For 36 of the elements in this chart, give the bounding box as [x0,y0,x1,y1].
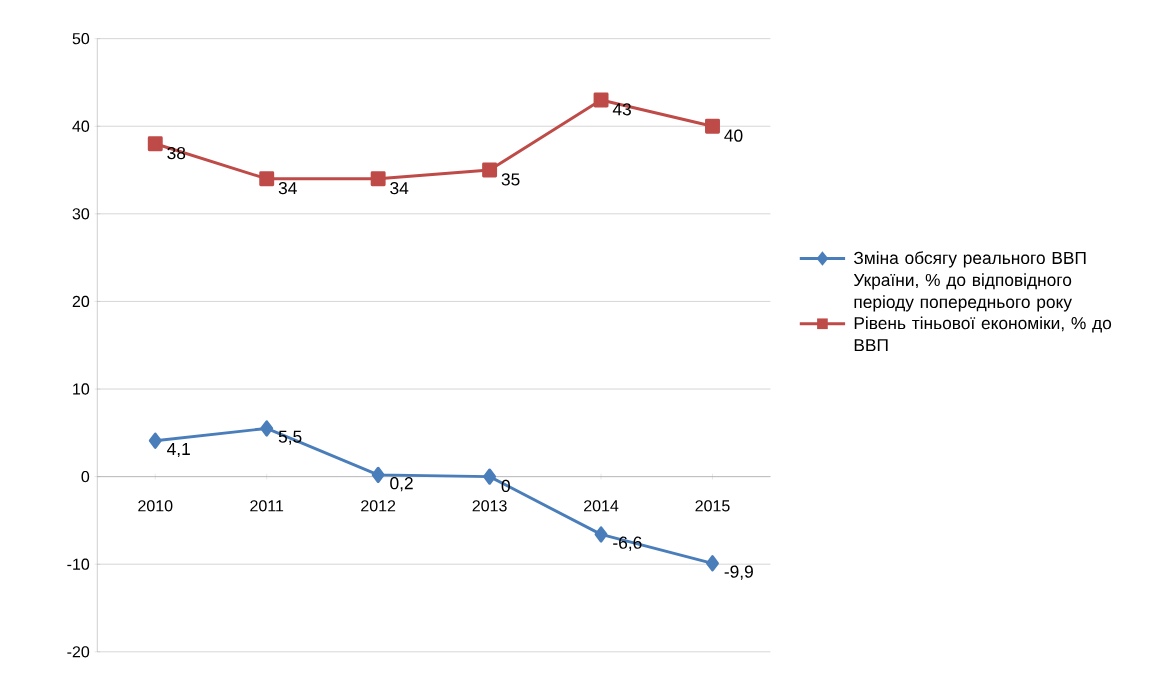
y-tick-label: -20 [67,646,90,658]
point [147,136,163,152]
point [148,432,162,449]
x-tick-label: 2015 [695,500,730,512]
x-tick-label: 2014 [584,500,619,512]
x-tick-label: 2012 [361,500,396,512]
data-label: 34 [278,181,297,195]
point [706,555,719,572]
point [483,468,497,485]
y-tick-label: 30 [72,208,90,220]
x-tick-label: 2013 [472,500,507,512]
data-label: 4,1 [167,442,190,458]
data-label: 35 [501,173,520,186]
y-tick-label: 40 [72,120,90,132]
data-label: 34 [390,181,409,195]
point [482,162,498,178]
x-tick-label: 2011 [250,500,284,512]
point [705,118,720,134]
y-tick-label: 50 [72,32,90,45]
point [370,171,386,187]
point [371,466,385,483]
y-tick-label: 10 [73,383,90,395]
y-tick-label: -10 [67,558,90,570]
y-tick-label: 0 [81,470,90,483]
legend-label: Рівень тіньової економіки, % до ВВП [854,316,1112,352]
legend-label: Зміна обсягу реального ВВП України, % до відповідного періоду попереднього року [853,251,1086,312]
data-label: 43 [612,103,631,116]
x-tick-label: 2010 [138,500,173,512]
data-label: 40 [724,129,743,142]
point [594,526,608,543]
data-label: -9,9 [724,565,753,580]
point [593,92,609,108]
data-label: 0,2 [390,476,413,492]
point [260,420,274,437]
y-tick-label: 20 [72,295,90,308]
point [259,171,275,187]
